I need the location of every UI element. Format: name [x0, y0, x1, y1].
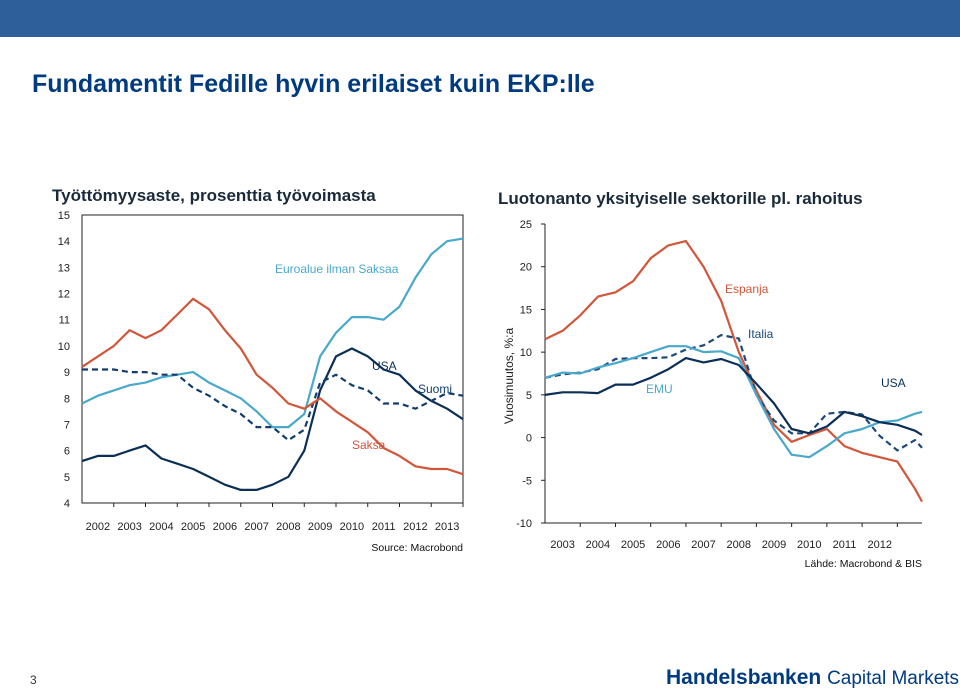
series-line-suomi — [82, 368, 464, 442]
x-tick-label: 2007 — [244, 521, 268, 533]
series-label: Suomi — [418, 382, 452, 396]
logo-brand: Handelsbanken — [666, 666, 822, 689]
y-tick-label: 13 — [58, 262, 70, 274]
series-line-espanja — [544, 240, 923, 503]
y-tick-label: 25 — [520, 219, 532, 231]
series-line-saksa — [81, 297, 464, 476]
x-tick-label: 2008 — [276, 521, 300, 533]
series-label: USA — [372, 359, 397, 373]
y-tick-label: 0 — [526, 433, 532, 445]
x-tick-label: 2010 — [340, 521, 364, 533]
series-label: USA — [881, 376, 906, 390]
page-number: 3 — [30, 673, 37, 687]
y-tick-label: 11 — [59, 315, 70, 327]
x-tick-label: 2011 — [372, 521, 396, 533]
x-tick-label: 2009 — [308, 521, 332, 533]
y-tick-label: 10 — [58, 341, 70, 353]
x-tick-label: 2006 — [656, 539, 680, 551]
y-tick-label: 12 — [58, 289, 70, 301]
unemployment-chart-title: Työttömyysaste, prosenttia työvoimasta — [52, 186, 376, 205]
y-tick-label: 15 — [520, 304, 532, 316]
x-tick-label: 2003 — [117, 521, 141, 533]
series-label: Espanja — [725, 282, 769, 296]
y-tick-label: 10 — [520, 347, 532, 359]
chart-source: Lähde: Macrobond & BIS — [805, 558, 922, 570]
y-tick-label: 9 — [64, 367, 70, 379]
x-tick-label: 2002 — [86, 521, 110, 533]
y-tick-label: -10 — [516, 518, 532, 530]
series-line-emu — [544, 345, 923, 459]
series-line-usa — [544, 357, 923, 436]
y-tick-label: -5 — [522, 475, 532, 487]
x-tick-label: 2005 — [181, 521, 205, 533]
x-tick-label: 2007 — [691, 539, 715, 551]
series-line-italia — [544, 334, 923, 452]
series-line-euroalue-ilman-saksaa — [81, 237, 464, 429]
series-label: EMU — [646, 382, 673, 396]
x-tick-label: 2003 — [550, 539, 574, 551]
series-line-usa — [81, 347, 464, 491]
y-tick-label: 5 — [64, 472, 70, 484]
x-tick-label: 2011 — [833, 539, 857, 551]
x-tick-label: 2008 — [727, 539, 751, 551]
y-tick-label: 20 — [520, 262, 532, 274]
y-tick-label: 6 — [64, 446, 70, 458]
logo-division: Capital Markets — [827, 668, 960, 689]
series-label: Saksa — [352, 438, 386, 452]
y-axis-label: Vuosimuutos, %:a — [502, 328, 516, 425]
y-tick-label: 5 — [526, 390, 532, 402]
chart-source: Source: Macrobond — [371, 542, 463, 554]
y-tick-label: 7 — [64, 419, 70, 431]
company-logo: Handelsbanken Capital Markets — [666, 666, 959, 690]
x-tick-label: 2012 — [403, 521, 427, 533]
y-tick-label: 4 — [64, 498, 70, 510]
top-bar — [0, 0, 960, 37]
x-tick-label: 2004 — [586, 539, 610, 551]
x-tick-label: 2005 — [621, 539, 645, 551]
y-tick-label: 14 — [58, 236, 70, 248]
series-label: Euroalue ilman Saksaa — [275, 262, 399, 276]
x-tick-label: 2004 — [149, 521, 173, 533]
y-tick-label: 8 — [64, 393, 70, 405]
x-tick-label: 2009 — [762, 539, 786, 551]
credit-chart-title: Luotonanto yksityiselle sektorille pl. r… — [498, 189, 863, 208]
x-tick-label: 2012 — [867, 539, 891, 551]
x-tick-label: 2006 — [213, 521, 237, 533]
x-tick-label: 2013 — [435, 521, 459, 533]
x-tick-label: 2010 — [797, 539, 821, 551]
slide-title: Fundamentit Fedille hyvin erilaiset kuin… — [32, 70, 595, 98]
y-tick-label: 15 — [58, 210, 70, 222]
series-label: Italia — [748, 327, 774, 341]
